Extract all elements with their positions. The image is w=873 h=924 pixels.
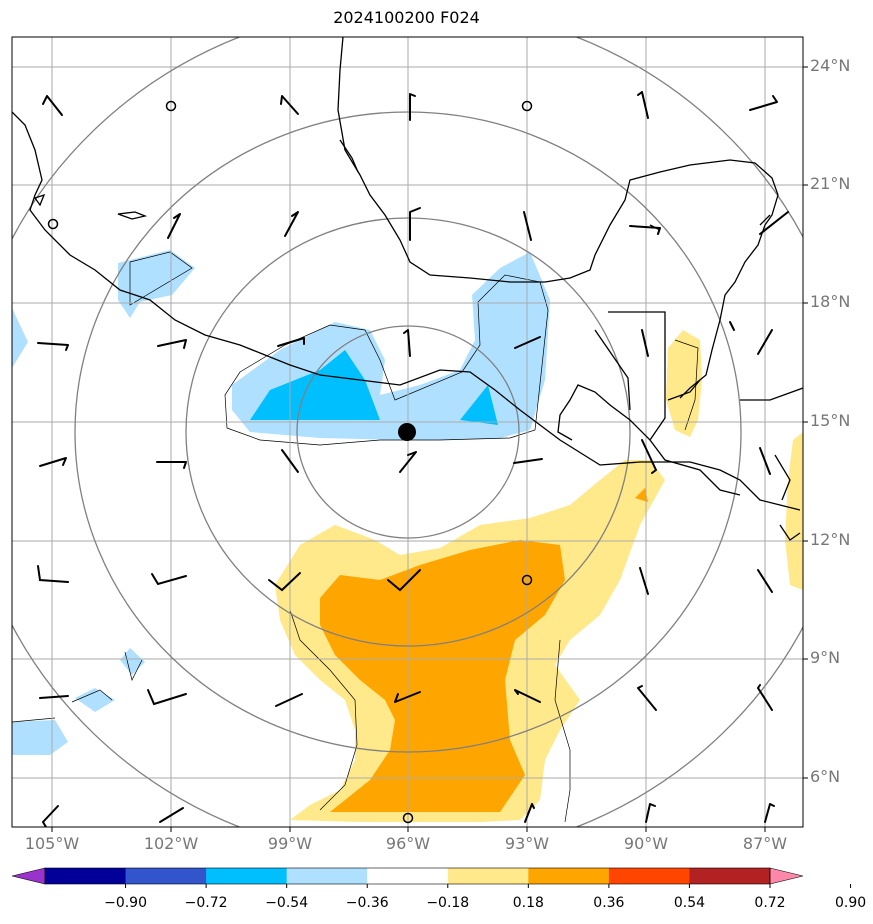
lon-label: 87°W xyxy=(742,834,788,853)
storm-center-marker xyxy=(398,423,416,441)
lon-label: 96°W xyxy=(385,834,431,853)
colorbar-tick-label: −0.90 xyxy=(104,895,147,911)
colorbar-tick-label: −0.54 xyxy=(265,895,309,911)
colorbar-tick-label: 0.36 xyxy=(593,895,625,911)
calm-wind-circles xyxy=(47,100,533,824)
colorbar-extend-low xyxy=(11,867,46,885)
lat-lon-grid xyxy=(12,37,803,827)
colorbar-tick-label: 0.18 xyxy=(512,895,544,911)
colorbar-tick-label: 0.90 xyxy=(834,895,867,911)
positive-anomaly-fields xyxy=(275,330,803,822)
lat-label: 9°N xyxy=(810,648,841,667)
negative-anomaly-fields xyxy=(12,250,550,755)
lat-label: 21°N xyxy=(810,174,851,193)
lat-label: 24°N xyxy=(810,56,851,75)
colorbar-tick-label: 0.72 xyxy=(754,895,786,911)
lat-label: 18°N xyxy=(810,292,851,311)
colorbar-segment xyxy=(45,868,127,884)
colorbar xyxy=(11,867,852,888)
lat-label: 6°N xyxy=(810,767,841,786)
colorbar-segment xyxy=(447,868,529,884)
colorbar-segment xyxy=(608,868,690,884)
colorbar-frame xyxy=(44,867,771,885)
lon-label: 93°W xyxy=(504,834,550,853)
wind-barbs xyxy=(37,91,789,827)
colorbar-segment xyxy=(367,868,449,884)
range-rings xyxy=(12,37,803,827)
lon-label: 105°W xyxy=(24,834,80,853)
lon-label: 102°W xyxy=(143,834,199,853)
coastlines xyxy=(12,37,803,541)
colorbar-segment xyxy=(206,868,288,884)
colorbar-tick-label: 0.54 xyxy=(673,895,706,911)
colorbar-extend-high xyxy=(769,867,804,885)
colorbar-tick-label: −0.36 xyxy=(345,895,389,911)
colorbar-segment xyxy=(286,868,368,884)
colorbar-tick-label: −0.18 xyxy=(426,895,470,911)
colorbar-segment xyxy=(528,868,610,884)
lat-label: 15°N xyxy=(810,411,851,430)
lat-label: 12°N xyxy=(810,530,851,549)
axis-ticks xyxy=(51,66,808,832)
colorbar-segment xyxy=(125,868,207,884)
colorbar-tick-label: −0.72 xyxy=(184,895,228,911)
lon-label: 90°W xyxy=(623,834,669,853)
colorbar-segment xyxy=(689,868,771,884)
map-title: 2024100200 F024 xyxy=(333,8,480,27)
lon-label: 99°W xyxy=(267,834,313,853)
